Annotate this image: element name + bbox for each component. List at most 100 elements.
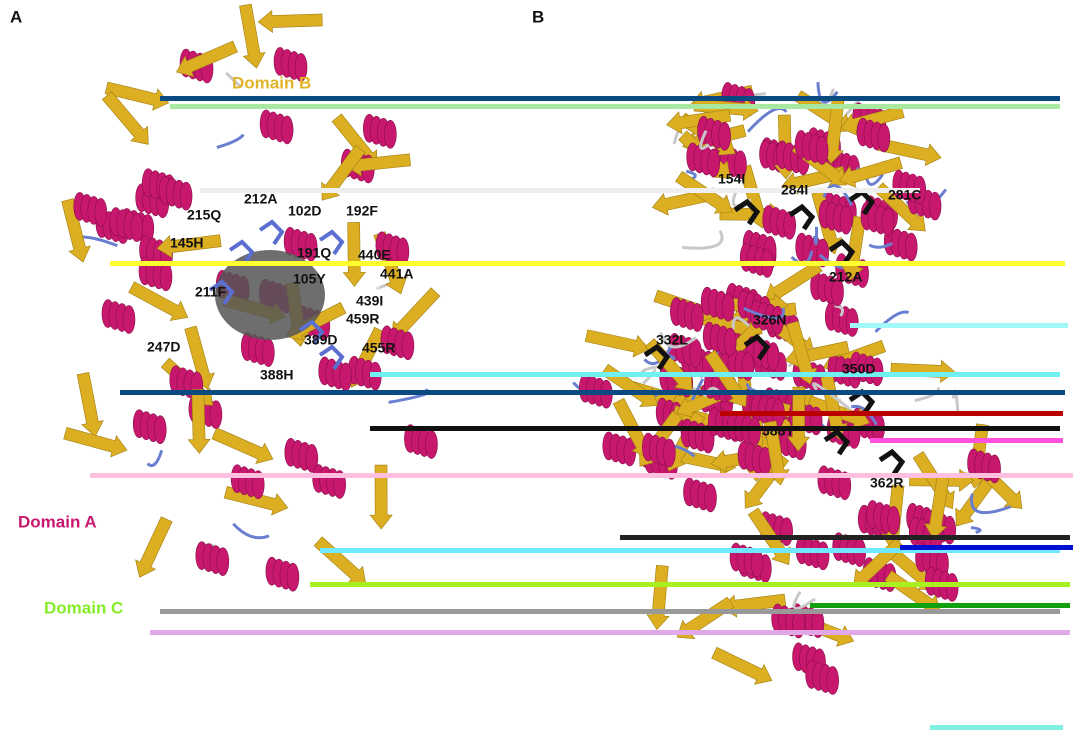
coil: [233, 524, 269, 538]
artifact-line: [160, 609, 1060, 614]
helix: [663, 439, 675, 467]
residue-label: 389D: [304, 332, 337, 348]
artifact-line: [310, 582, 1070, 587]
residue: [825, 432, 847, 454]
panel-letter: A: [10, 7, 22, 26]
residue-label: 191Q: [297, 245, 331, 261]
helix: [384, 120, 396, 148]
helix: [827, 666, 839, 694]
sheet: [258, 9, 323, 33]
residue-label: 212A: [829, 269, 862, 285]
residue-label: 105Y: [293, 271, 326, 287]
residue: [260, 222, 282, 244]
artifact-line: [110, 261, 1065, 266]
helix: [217, 548, 229, 576]
coil: [971, 528, 980, 533]
helix: [690, 339, 702, 367]
helix: [882, 208, 894, 236]
helix: [989, 455, 1001, 483]
artifact-line: [170, 104, 1060, 109]
residue-label: 350D: [842, 361, 875, 377]
helix: [929, 192, 941, 220]
residue-label: 215Q: [187, 207, 221, 223]
artifact-line: [370, 372, 1060, 377]
helix: [131, 214, 143, 242]
helix: [781, 518, 793, 546]
coil: [682, 231, 722, 248]
sheet: [210, 423, 277, 469]
helix: [722, 293, 734, 321]
helix: [946, 573, 958, 601]
helix: [262, 339, 274, 367]
artifact-line: [850, 323, 1068, 328]
helix: [691, 304, 703, 332]
helix: [905, 233, 917, 261]
residue-label: 388Y: [762, 423, 795, 439]
residue-label: 247D: [147, 339, 180, 355]
sheet: [72, 371, 106, 438]
artifact-line: [150, 630, 1070, 635]
helix: [154, 416, 166, 444]
residue-label: 362R: [870, 475, 903, 491]
helix: [425, 431, 437, 459]
residue-label: 439I: [356, 293, 383, 309]
artifact-line: [930, 725, 1063, 730]
helix: [888, 506, 900, 534]
artifact-line: [870, 438, 1063, 443]
helix: [817, 542, 829, 570]
residue-label: 212A: [244, 191, 277, 207]
helix: [724, 328, 736, 356]
artifact-line: [160, 96, 1060, 101]
coil: [217, 135, 243, 148]
helix: [840, 206, 852, 234]
sheet: [709, 643, 776, 691]
residue-label: 284I: [781, 182, 808, 198]
residue-label: 154I: [718, 171, 745, 187]
residue-label: 192F: [346, 203, 378, 219]
figure: A Domain B 212A 102D 192F 215Q 145H 191Q…: [0, 0, 1073, 735]
domain-label: Domain B: [232, 73, 311, 92]
residue-label: 326N: [753, 312, 786, 328]
helix: [123, 306, 135, 334]
helix: [719, 122, 731, 150]
residue: [880, 452, 902, 474]
domain-label: Domain A: [18, 512, 97, 531]
helix: [704, 484, 716, 512]
coil: [815, 227, 817, 244]
sheet: [646, 565, 673, 631]
residue-label: 102D: [288, 203, 321, 219]
residue-label: 388H: [260, 367, 293, 383]
residue-label: 455R: [362, 340, 395, 356]
helix: [402, 332, 414, 360]
helix: [846, 308, 858, 336]
artifact-line: [810, 603, 1070, 608]
helix: [784, 211, 796, 239]
helix: [878, 124, 890, 152]
helix: [816, 136, 828, 164]
helix: [340, 363, 352, 391]
residue-label: 281C: [888, 187, 921, 203]
helix: [748, 418, 760, 446]
helix: [287, 563, 299, 591]
artifact-line: [90, 473, 1073, 478]
sheet: [891, 358, 956, 383]
artifact-line: [620, 535, 1070, 540]
residue-label: 441A: [380, 266, 413, 282]
helix: [160, 263, 172, 291]
helix: [751, 549, 763, 577]
artifact-line: [200, 188, 920, 193]
residue-label: 332L: [656, 332, 688, 348]
domain-label: Domain C: [44, 598, 123, 617]
artifact-line: [900, 545, 1073, 550]
panel-letter: B: [532, 7, 544, 26]
coil: [875, 312, 908, 332]
residue-label: 459R: [346, 311, 379, 327]
sheet: [584, 325, 651, 360]
helix: [95, 198, 107, 226]
coil: [148, 450, 162, 465]
residue-label: 145H: [170, 235, 203, 251]
helix: [281, 116, 293, 144]
residue-label: 440E: [358, 247, 391, 263]
sheet: [235, 3, 268, 70]
artifact-line: [120, 390, 1065, 395]
